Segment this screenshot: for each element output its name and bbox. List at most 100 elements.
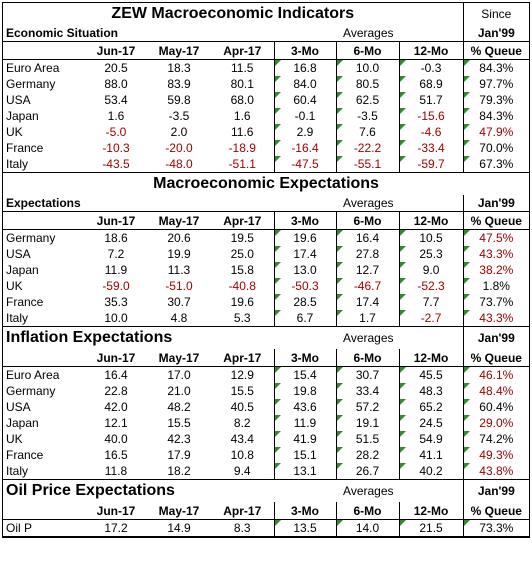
data-cell: -48.0 xyxy=(147,156,211,173)
table-row: France -10.3 -20.0 -18.9 -16.4 -22.2 -33.4 70.0… xyxy=(3,140,530,156)
data-cell: 24.5 xyxy=(398,415,464,431)
data-cell: 30.7 xyxy=(335,366,399,383)
data-cell: -43.5 xyxy=(85,156,147,173)
data-cell: -18.9 xyxy=(228,141,256,155)
averages-label: Averages xyxy=(274,25,464,42)
data-cell: 18.3 xyxy=(167,61,191,75)
row-label: France xyxy=(6,141,44,155)
data-cell: -51.1 xyxy=(211,156,274,173)
data-cell: 62.5 xyxy=(335,92,399,108)
data-cell: 1.6 xyxy=(107,109,125,123)
data-cell: 51.5 xyxy=(335,431,399,447)
column-header: 3-Mo xyxy=(273,41,336,60)
column-header: Apr-17 xyxy=(211,41,274,60)
data-cell: 18.2 xyxy=(147,463,211,480)
data-cell: 6.7 xyxy=(273,310,336,327)
data-cell: 8.2 xyxy=(233,416,251,430)
data-cell: -0.1 xyxy=(273,108,336,124)
table-row: Japan 11.9 11.3 15.8 13.0 12.7 9.0 38.2% xyxy=(3,262,530,278)
data-cell: 26.7 xyxy=(335,463,399,480)
jan-label: Jan'99 xyxy=(462,326,530,349)
data-cell: 18.6 xyxy=(104,231,128,245)
data-cell: 65.2 xyxy=(398,399,464,415)
data-cell: 16.4 xyxy=(335,229,399,246)
section-subtitle: Economic Situation xyxy=(3,25,274,42)
data-cell: 57.2 xyxy=(335,399,399,415)
column-header-blank xyxy=(3,41,85,60)
jan-label: Jan'99 xyxy=(462,195,530,212)
data-cell: 10.5 xyxy=(398,229,464,246)
data-cell: -46.7 xyxy=(335,278,399,294)
column-header: 6-Mo xyxy=(335,211,399,230)
column-header: May-17 xyxy=(147,211,211,230)
table-row: Germany 22.8 21.0 15.5 19.8 33.4 48.3 48.4% xyxy=(3,383,530,399)
column-header-row: Jun-17 May-17 Apr-17 3-Mo 6-Mo 12-Mo% Queue xyxy=(3,502,530,520)
data-cell: -40.8 xyxy=(228,279,256,293)
row-label: France xyxy=(6,448,44,462)
data-cell: 84.3% xyxy=(462,108,530,124)
data-cell: 73.3% xyxy=(462,519,530,537)
section-title: Oil Price Expectations xyxy=(3,479,274,502)
table-row: UK -5.0 2.0 11.6 2.9 7.6 -4.6 47.9% xyxy=(3,124,530,140)
data-cell: 68.9 xyxy=(398,76,464,92)
data-cell: 15.5 xyxy=(167,416,191,430)
data-cell: 15.5 xyxy=(230,384,254,398)
column-header: May-17 xyxy=(147,41,211,60)
data-cell: 43.6 xyxy=(273,399,336,415)
data-cell: -3.5 xyxy=(335,108,399,124)
data-cell: 20.6 xyxy=(167,231,191,245)
table-row: Germany 18.6 20.6 19.5 19.6 16.4 10.5 47.5% xyxy=(3,229,530,246)
column-header: 12-Mo xyxy=(398,502,464,520)
data-cell: 84.0 xyxy=(273,76,336,92)
column-header: Apr-17 xyxy=(211,211,274,230)
data-cell: 17.9 xyxy=(167,448,191,462)
data-cell: 15.4 xyxy=(273,366,336,383)
data-cell: 79.3% xyxy=(462,92,530,108)
table-row: USA 7.2 19.9 25.0 17.4 27.8 25.3 43.3% xyxy=(3,246,530,262)
main-title-row: ZEW Macroeconomic Indicators Since xyxy=(3,3,530,25)
data-cell: 40.2 xyxy=(398,463,464,480)
row-label: USA xyxy=(6,93,31,107)
row-label: Germany xyxy=(6,384,56,398)
data-cell: 40.5 xyxy=(230,400,254,414)
row-label: Japan xyxy=(6,416,39,430)
data-cell: 54.9 xyxy=(398,431,464,447)
section-title: Inflation Expectations xyxy=(3,326,274,349)
data-cell: 20.5 xyxy=(104,61,128,75)
table-row: Japan 1.6 -3.5 1.6 -0.1 -3.5 -15.6 84.3% xyxy=(3,108,530,124)
column-header: Apr-17 xyxy=(211,502,274,520)
averages-label: Averages xyxy=(274,479,464,502)
table-row: Euro Area 16.4 17.0 12.9 15.4 30.7 45.5 46.1% xyxy=(3,366,530,383)
data-cell: 43.3% xyxy=(462,246,530,262)
data-cell: 12.1 xyxy=(104,416,128,430)
data-cell: 17.4 xyxy=(273,246,336,262)
data-cell: 16.5 xyxy=(104,448,128,462)
data-cell: 11.9 xyxy=(104,263,128,277)
column-header: May-17 xyxy=(147,502,211,520)
zew-indicators-table: ZEW Macroeconomic Indicators Since Economi… xyxy=(2,2,530,538)
data-cell: 80.1 xyxy=(230,77,254,91)
column-header-blank xyxy=(3,349,85,367)
data-table: ZEW Macroeconomic Indicators Since Economi… xyxy=(3,3,530,537)
jan-label: Jan'99 xyxy=(462,25,530,42)
data-cell: 11.3 xyxy=(167,263,191,277)
column-header: % Queue xyxy=(462,211,530,230)
row-label: UK xyxy=(6,125,23,139)
column-header: 6-Mo xyxy=(335,41,399,60)
data-cell: 2.9 xyxy=(273,124,336,140)
data-cell: 21.5 xyxy=(398,519,464,537)
data-cell: 74.2% xyxy=(462,431,530,447)
row-label: Italy xyxy=(3,156,85,173)
data-cell: 10.8 xyxy=(230,448,254,462)
data-cell: 29.0% xyxy=(462,415,530,431)
data-cell: 49.3% xyxy=(462,447,530,463)
table-row: Oil P 17.2 14.9 8.3 13.5 14.0 21.5 73.3% xyxy=(3,519,530,537)
data-cell: 41.1 xyxy=(398,447,464,463)
data-cell: -22.2 xyxy=(335,140,399,156)
section-title: Macroeconomic Expectations xyxy=(3,172,530,195)
data-cell: 51.7 xyxy=(398,92,464,108)
data-cell: 15.1 xyxy=(273,447,336,463)
column-header: 12-Mo xyxy=(398,41,464,60)
row-label: UK xyxy=(6,432,23,446)
data-cell: 41.9 xyxy=(273,431,336,447)
